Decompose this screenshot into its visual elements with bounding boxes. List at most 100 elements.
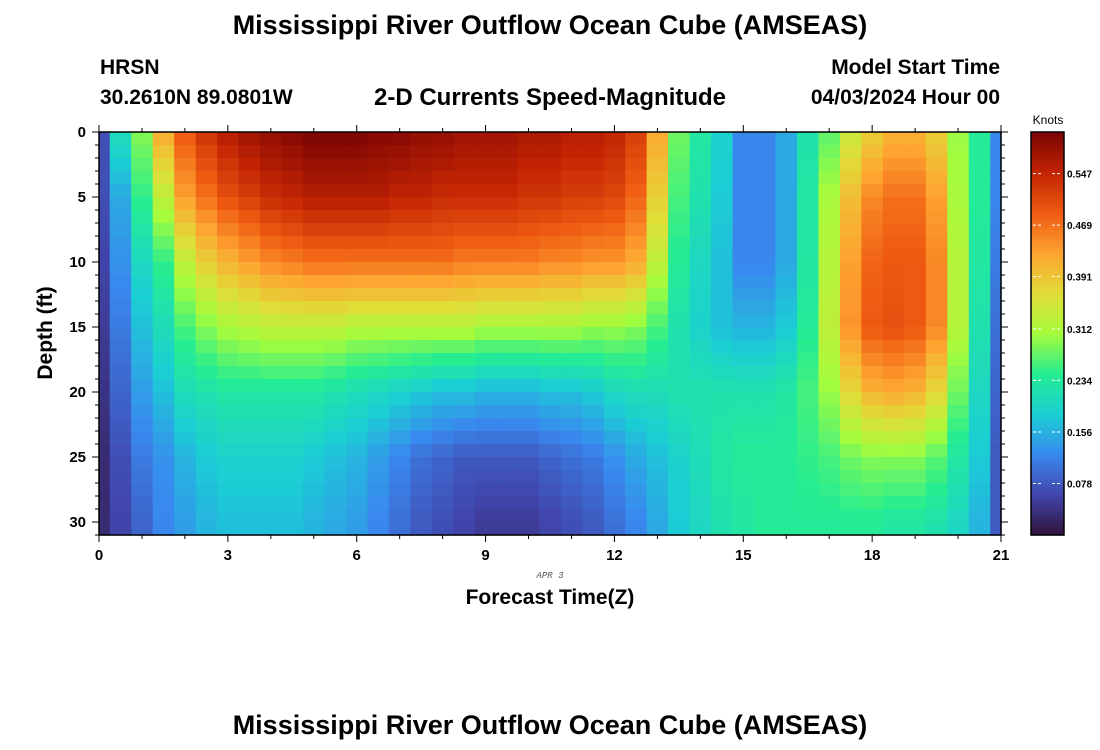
heatmap-cell — [195, 405, 218, 419]
heatmap-cell — [818, 262, 841, 276]
colorbar-segment — [1031, 501, 1064, 506]
heatmap-cell — [560, 184, 583, 198]
heatmap-cell — [238, 392, 261, 406]
heatmap-cell — [217, 366, 240, 380]
heatmap-cell — [990, 379, 1002, 393]
heatmap-cell — [131, 275, 154, 289]
heatmap-cell — [539, 340, 562, 354]
heatmap-cell — [839, 418, 863, 432]
heatmap-cell — [839, 327, 863, 341]
heatmap-cell — [388, 210, 412, 224]
heatmap-cell — [603, 132, 626, 146]
colorbar-segment — [1031, 202, 1064, 207]
heatmap-cell — [968, 405, 991, 419]
heatmap-cell — [517, 145, 540, 159]
heatmap-cell — [152, 392, 175, 406]
heatmap-cell — [796, 509, 820, 523]
heatmap-cell — [496, 236, 519, 250]
heatmap-cell — [388, 353, 412, 367]
heatmap-cell — [109, 132, 132, 146]
heatmap-cell — [431, 236, 454, 250]
heatmap-cell — [195, 275, 218, 289]
heatmap-cell — [689, 262, 712, 276]
heatmap-cell — [345, 379, 369, 393]
heatmap-cell — [324, 262, 347, 276]
heatmap-cell — [646, 522, 669, 536]
heatmap-cell — [367, 262, 390, 276]
heatmap-cell — [345, 392, 369, 406]
heatmap-cell — [388, 314, 412, 328]
heatmap-cell — [410, 418, 433, 432]
heatmap-cell — [99, 366, 111, 380]
colorbar-segment — [1031, 199, 1064, 204]
heatmap-cell — [303, 470, 326, 484]
heatmap-cell — [324, 158, 347, 172]
heatmap-cell — [861, 418, 884, 432]
heatmap-cell — [345, 301, 369, 315]
heatmap-cell — [582, 483, 605, 497]
heatmap-cell — [754, 392, 777, 406]
heatmap-cell — [560, 158, 583, 172]
heatmap-cell — [496, 171, 519, 185]
plot-frame — [98, 131, 1002, 536]
heatmap-cell — [367, 236, 390, 250]
heatmap-cell — [195, 470, 218, 484]
heatmap-cell — [861, 145, 884, 159]
heatmap-cell — [303, 288, 326, 302]
heatmap-cell — [861, 275, 884, 289]
heatmap-cell — [603, 314, 626, 328]
colorbar-segment — [1031, 242, 1064, 247]
heatmap-cell — [410, 210, 433, 224]
heatmap-cell — [517, 210, 540, 224]
heatmap-cell — [990, 249, 1002, 263]
heatmap-cell — [131, 470, 154, 484]
heatmap-cell — [947, 184, 970, 198]
heatmap-cell — [281, 392, 304, 406]
heatmap-cell — [861, 197, 884, 211]
heatmap-cell — [882, 431, 905, 445]
heatmap-cell — [345, 457, 369, 471]
x-tick-label: 21 — [993, 547, 1010, 564]
heatmap-cell — [496, 314, 519, 328]
heatmap-cell — [839, 379, 863, 393]
colorbar-segment — [1031, 414, 1064, 419]
heatmap-cell — [345, 366, 369, 380]
heatmap-cell — [732, 236, 755, 250]
heatmap-cell — [539, 301, 562, 315]
heatmap-cell — [324, 483, 347, 497]
heatmap-cell — [603, 340, 626, 354]
heatmap-cell — [388, 392, 412, 406]
heatmap-cell — [217, 223, 240, 237]
heatmap-cell — [345, 340, 369, 354]
heatmap-cell — [324, 249, 347, 263]
heatmap-cell — [431, 314, 454, 328]
heatmap-cell — [474, 340, 497, 354]
heatmap-cell — [582, 470, 605, 484]
heatmap-cell — [560, 366, 583, 380]
colorbar-segment — [1031, 360, 1064, 365]
heatmap-cell — [603, 522, 626, 536]
heatmap-cell — [217, 184, 240, 198]
heatmap-cell — [99, 353, 111, 367]
heatmap-cell — [646, 431, 669, 445]
heatmap-cell — [775, 314, 798, 328]
heatmap-cell — [968, 184, 991, 198]
heatmap-cell — [109, 431, 132, 445]
heatmap-cell — [217, 249, 240, 263]
heatmap-cell — [689, 327, 712, 341]
heatmap-cell — [281, 158, 304, 172]
heatmap-cell — [367, 158, 390, 172]
heatmap-cell — [131, 171, 154, 185]
heatmap-cell — [260, 223, 283, 237]
heatmap-cell — [539, 483, 562, 497]
heatmap-cell — [925, 431, 948, 445]
heatmap-cell — [754, 197, 777, 211]
colorbar-segment — [1031, 511, 1064, 516]
colorbar-segment — [1031, 377, 1064, 382]
heatmap-cell — [882, 405, 905, 419]
heatmap-cell — [646, 392, 669, 406]
heatmap-cell — [431, 353, 454, 367]
heatmap-cell — [796, 301, 820, 315]
heatmap-cell — [431, 197, 454, 211]
heatmap-cell — [195, 197, 218, 211]
